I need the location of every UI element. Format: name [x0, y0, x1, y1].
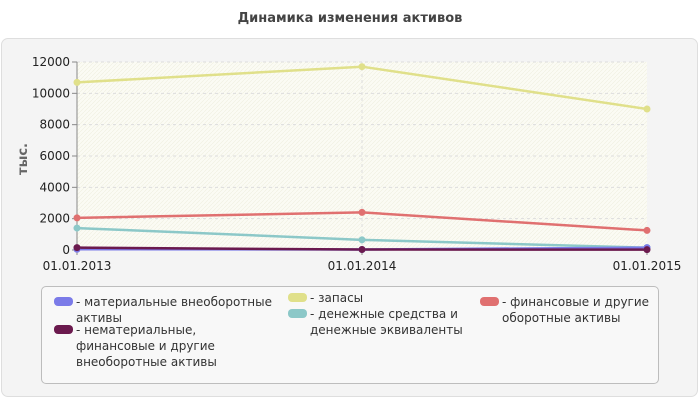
- y-tick-label: 10000: [32, 86, 70, 100]
- x-tick-label: 01.01.2015: [613, 259, 682, 273]
- legend-swatch: [54, 297, 73, 306]
- legend-swatch: [480, 297, 499, 306]
- legend-swatch: [288, 293, 307, 302]
- legend: - материальные внеоборотные активы - нем…: [41, 286, 659, 384]
- data-point: [358, 63, 366, 71]
- legend-swatch: [54, 325, 73, 334]
- data-point: [73, 244, 81, 252]
- data-point: [73, 224, 81, 232]
- x-tick-label: 01.01.2014: [328, 259, 397, 273]
- data-point: [358, 236, 366, 244]
- legend-label: - финансовые и другие оборотные активы: [502, 295, 650, 325]
- data-point: [73, 78, 81, 86]
- y-tick-label: 2000: [39, 212, 70, 226]
- y-tick-label: 4000: [39, 180, 70, 194]
- data-point: [643, 226, 651, 234]
- legend-label: - запасы: [310, 291, 364, 305]
- data-point: [643, 105, 651, 113]
- legend-label: - материальные внеоборотные активы: [76, 295, 272, 325]
- y-tick-label: 8000: [39, 118, 70, 132]
- legend-label: - денежные средства и денежные эквивален…: [310, 307, 463, 337]
- legend-swatch: [288, 309, 307, 318]
- data-point: [643, 246, 651, 254]
- legend-label: - нематериальные, финансовые и другие вн…: [76, 323, 217, 369]
- y-tick-label: 12000: [32, 55, 70, 69]
- y-tick-label: 0: [62, 243, 70, 257]
- data-point: [73, 214, 81, 222]
- chart-title: Динамика изменения активов: [237, 11, 463, 26]
- x-tick-label: 01.01.2013: [43, 259, 112, 273]
- y-tick-label: 6000: [39, 149, 70, 163]
- data-point: [358, 246, 366, 254]
- data-point: [358, 208, 366, 216]
- y-axis-label: тыс.: [16, 143, 31, 175]
